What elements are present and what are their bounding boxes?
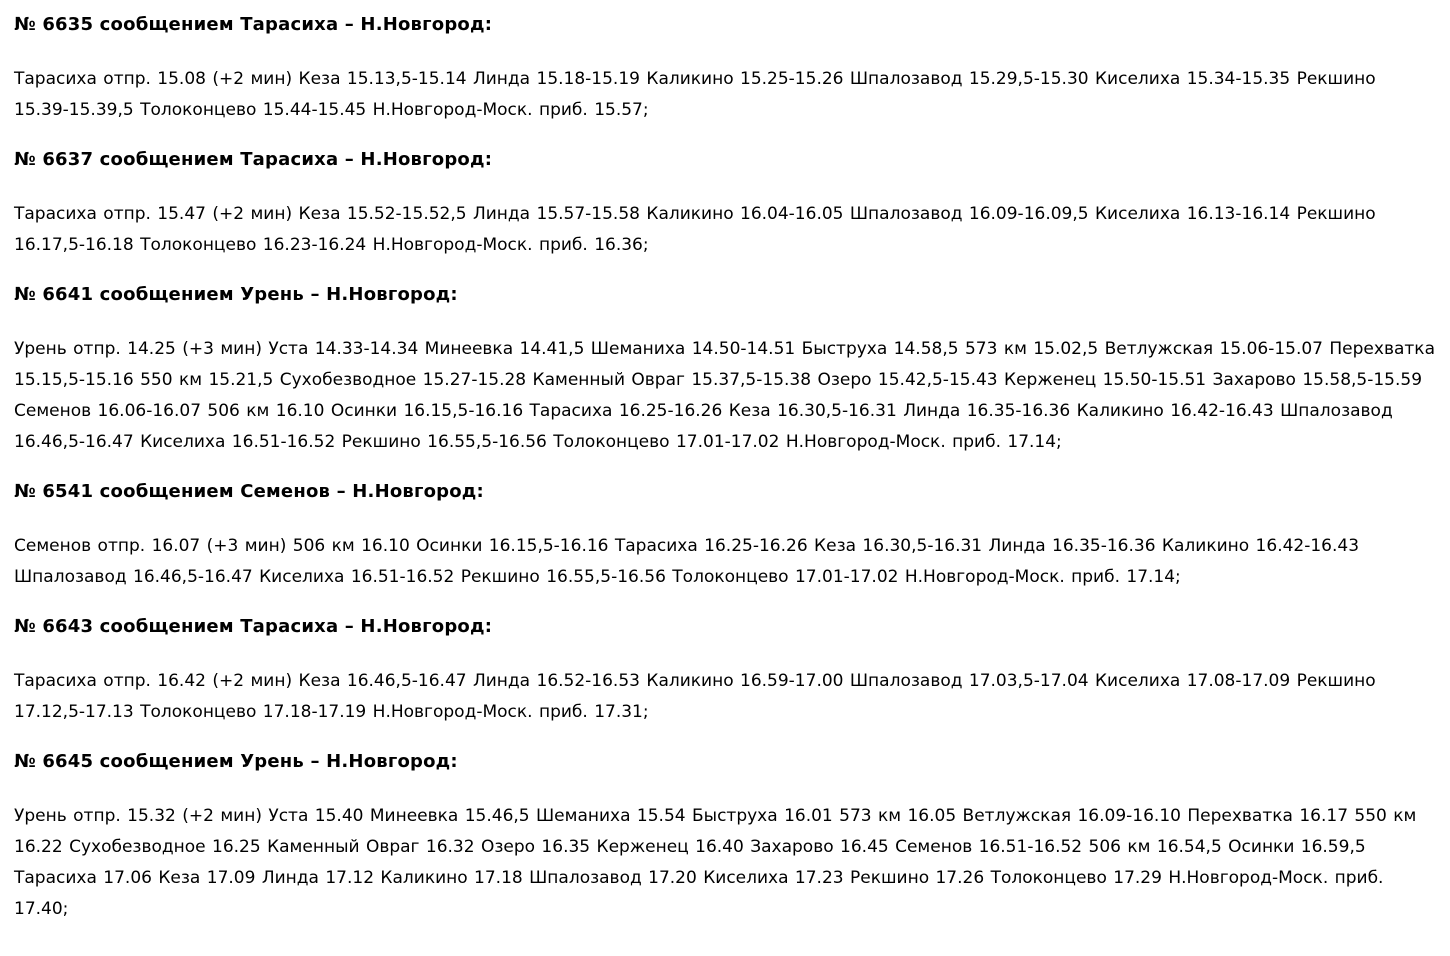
schedule-body: Тарасиха отпр. 16.42 (+2 мин) Кеза 16.46… — [14, 671, 1376, 722]
schedule-heading: № 6541 сообщением Семенов – Н.Новгород: — [14, 481, 484, 502]
schedule-section-6643: № 6643 сообщением Тарасиха – Н.Новгород:… — [14, 614, 1436, 728]
schedule-section-6637: № 6637 сообщением Тарасиха – Н.Новгород:… — [14, 147, 1436, 261]
schedule-body: Урень отпр. 15.32 (+2 мин) Уста 15.40 Ми… — [14, 806, 1417, 919]
schedule-heading: № 6643 сообщением Тарасиха – Н.Новгород: — [14, 616, 493, 637]
schedule-section-6645: № 6645 сообщением Урень – Н.Новгород: Ур… — [14, 749, 1436, 925]
schedule-heading: № 6637 сообщением Тарасиха – Н.Новгород: — [14, 149, 493, 170]
schedule-section-6635: № 6635 сообщением Тарасиха – Н.Новгород:… — [14, 12, 1436, 126]
schedule-heading: № 6641 сообщением Урень – Н.Новгород: — [14, 284, 458, 305]
schedule-body: Тарасиха отпр. 15.47 (+2 мин) Кеза 15.52… — [14, 204, 1376, 255]
schedule-body: Семенов отпр. 16.07 (+3 мин) 506 км 16.1… — [14, 536, 1360, 587]
schedule-section-6641: № 6641 сообщением Урень – Н.Новгород: Ур… — [14, 282, 1436, 458]
schedule-body: Тарасиха отпр. 15.08 (+2 мин) Кеза 15.13… — [14, 69, 1376, 120]
schedule-heading: № 6635 сообщением Тарасиха – Н.Новгород: — [14, 14, 493, 35]
schedule-body: Урень отпр. 14.25 (+3 мин) Уста 14.33-14… — [14, 339, 1435, 452]
schedule-heading: № 6645 сообщением Урень – Н.Новгород: — [14, 751, 458, 772]
schedule-section-6541: № 6541 сообщением Семенов – Н.Новгород: … — [14, 479, 1436, 593]
